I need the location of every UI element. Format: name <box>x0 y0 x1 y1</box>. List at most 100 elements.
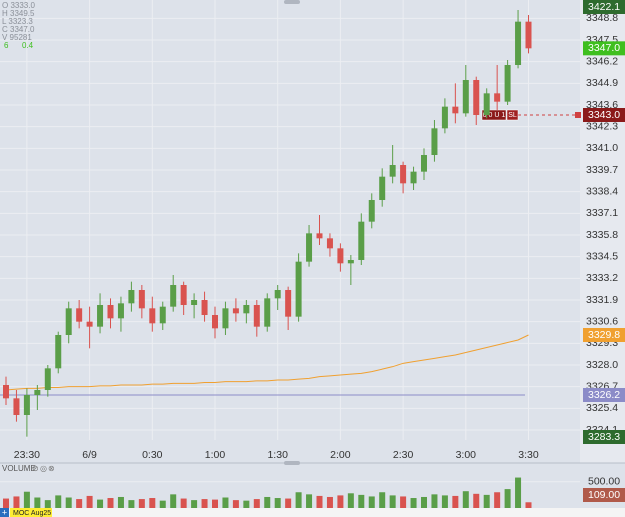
panel-title: VOLUME <box>2 464 36 473</box>
price-marker <box>583 430 625 444</box>
volume-bar <box>274 498 281 508</box>
order-tag: 0 0 U 1 <box>483 112 506 119</box>
candle-body <box>525 21 532 49</box>
legend-line: L 3323.3 <box>2 17 33 26</box>
volume-bar <box>201 499 208 508</box>
volume-bar <box>337 495 344 508</box>
candle-body <box>97 305 104 327</box>
candle-body <box>473 80 480 115</box>
x-tick-label: 2:30 <box>393 449 414 461</box>
volume-bar <box>232 500 239 508</box>
volume-bar <box>149 498 156 508</box>
candle-body <box>191 300 198 305</box>
x-tick-label: 2:00 <box>330 449 351 461</box>
candle-body <box>13 398 20 415</box>
candle-body <box>410 171 417 184</box>
legend-line: H 3349.5 <box>2 9 35 18</box>
x-tick-label: 23:30 <box>14 449 40 461</box>
candle-body <box>65 308 72 335</box>
volume-bar <box>117 496 124 508</box>
volume-bar <box>55 495 62 508</box>
y-tick-label: 3325.4 <box>586 402 618 414</box>
volume-bar <box>358 494 365 508</box>
volume-bar <box>159 500 166 508</box>
volume-bar <box>504 489 511 508</box>
y-tick-label: 3342.3 <box>586 120 618 132</box>
scroll-handle[interactable] <box>284 461 300 465</box>
candle-body <box>107 305 114 319</box>
candle-body <box>86 321 93 327</box>
candle-body <box>76 308 83 322</box>
candle-body <box>44 368 51 390</box>
volume-bar <box>3 498 9 508</box>
candle-body <box>285 290 292 317</box>
volume-bar <box>65 497 72 508</box>
volume-bar <box>180 498 187 508</box>
y-tick-label: 3328.0 <box>586 359 618 371</box>
candle-body <box>159 306 166 324</box>
candle-body <box>326 238 333 249</box>
tab-bar <box>0 508 625 517</box>
volume-bar <box>347 493 354 508</box>
price-marker-label: 3329.8 <box>588 329 620 341</box>
candle-body <box>253 305 260 327</box>
candle-body <box>441 106 448 129</box>
y-tick-label: 3331.9 <box>586 294 618 306</box>
candle-body <box>232 308 239 314</box>
volume-bar <box>191 500 198 508</box>
price-marker-label: 3283.3 <box>588 431 620 443</box>
candle-body <box>452 106 459 114</box>
candle-body <box>347 260 354 264</box>
volume-bar <box>86 495 93 508</box>
order-tag-bg <box>506 109 519 121</box>
candle-body <box>515 21 522 66</box>
x-tick-label: 6/9 <box>82 449 97 461</box>
y-tick-label: 3330.6 <box>586 315 618 327</box>
candle-body <box>117 303 124 319</box>
candle-body <box>201 300 208 315</box>
price-marker <box>583 108 625 122</box>
volume-bar <box>525 502 532 508</box>
volume-bar <box>222 497 229 508</box>
panel-icon: ⊗ <box>48 464 55 473</box>
x-tick-label: 0:30 <box>142 449 163 461</box>
scroll-handle[interactable] <box>284 0 300 4</box>
volume-marker <box>583 488 625 502</box>
candle-body <box>55 335 62 369</box>
volume-bar <box>368 496 375 508</box>
price-marker-label: 3326.2 <box>588 389 620 401</box>
volume-bar <box>34 497 41 508</box>
price-marker-label: 3343.0 <box>588 109 620 121</box>
legend-line: C 3347.0 <box>2 25 35 34</box>
volume-bar <box>389 495 396 508</box>
candle-body <box>23 395 30 415</box>
y-tick-label: 3335.8 <box>586 229 618 241</box>
volume-bar <box>316 495 323 508</box>
x-tick-label: 3:00 <box>456 449 477 461</box>
panel-icon: ⊘ <box>32 464 39 473</box>
candle-body <box>316 233 323 239</box>
x-tick-label: 1:30 <box>267 449 288 461</box>
order-tag: SL <box>508 112 517 119</box>
candle-body <box>400 165 407 184</box>
volume-bar <box>326 496 333 508</box>
candle-body <box>494 93 501 102</box>
legend-change: 6 <box>4 41 9 50</box>
candle-body <box>170 285 177 307</box>
price-marker <box>583 0 625 14</box>
candle-body <box>149 308 156 324</box>
add-tab-button[interactable] <box>0 508 9 517</box>
x-tick-label: 3:30 <box>518 449 539 461</box>
y-tick-label: 3339.7 <box>586 164 618 176</box>
candle-body <box>306 233 313 262</box>
y-tick-label: 3343.6 <box>586 99 618 111</box>
tab[interactable] <box>10 508 52 517</box>
candle-body <box>421 155 427 172</box>
candle-body <box>368 200 375 222</box>
candle-body <box>431 128 438 155</box>
volume-bar <box>44 500 51 508</box>
candle-body <box>295 261 302 317</box>
y-tick-label: 3333.2 <box>586 272 618 284</box>
